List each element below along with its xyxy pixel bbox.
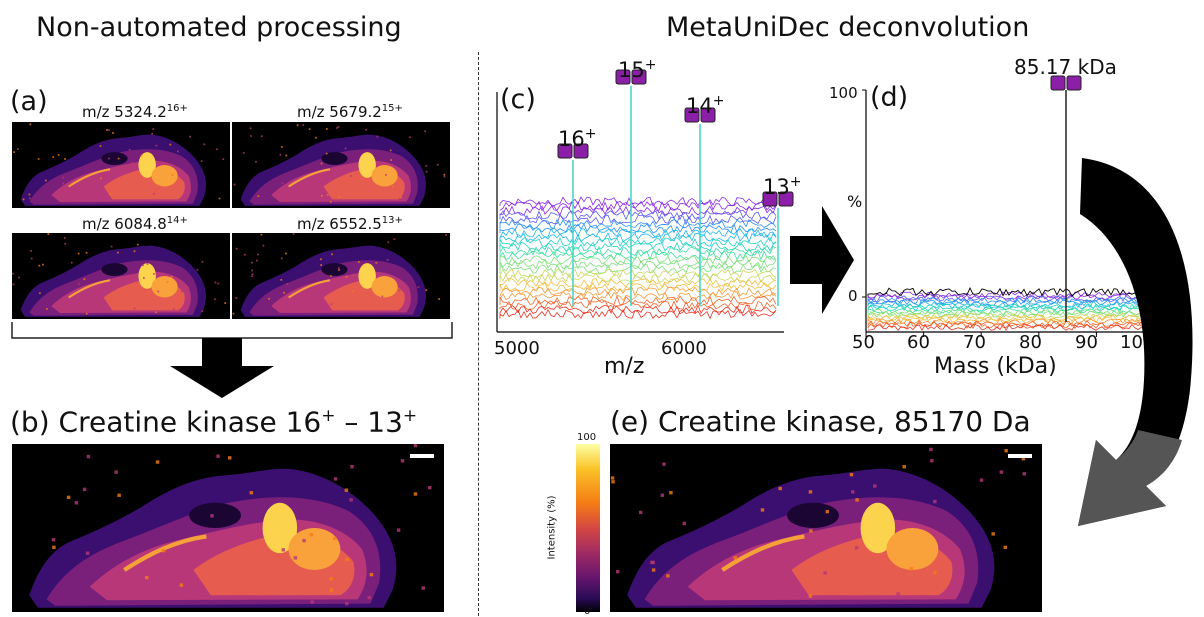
ytick-0: 0 [848, 287, 858, 305]
panel-b-label: (b) Creatine kinase 16+ – 13+ [10, 405, 418, 439]
spectrum-chart [496, 69, 794, 333]
xtick-80: 80 [1019, 332, 1042, 353]
mass-axis-label: Mass (kDa) [934, 354, 1057, 379]
tissue-map-graphic [232, 233, 447, 317]
charge-label-15: 15+ [618, 57, 657, 82]
down-arrow [170, 338, 274, 398]
panel-a-image-3 [12, 233, 230, 319]
panel-a-image-3-label: m/z 6084.814+ [82, 215, 188, 233]
ytick-100: 100 [829, 84, 858, 102]
panel-a-image-1 [12, 122, 230, 208]
right-heading: MetaUniDec deconvolution [666, 12, 1030, 43]
panel-a-image-4-label: m/z 6552.513+ [297, 215, 403, 233]
xtick-90: 90 [1075, 332, 1098, 353]
panel-d-label: (d) [870, 82, 909, 113]
tick-6000: 6000 [661, 338, 707, 359]
xtick-50: 50 [852, 332, 875, 353]
mz-axis-label: m/z [604, 354, 645, 379]
left-heading: Non-automated processing [36, 12, 402, 43]
tissue-map-graphic [12, 233, 227, 317]
panel-a-image-1-label: m/z 5324.216+ [82, 103, 188, 121]
colorbar-max: 100 [577, 432, 597, 443]
tissue-map-graphic [29, 444, 432, 608]
colorbar-title: Intensity (%) [546, 495, 558, 560]
charge-label-13: 13+ [763, 174, 802, 199]
y-axis-percent: % [847, 192, 863, 211]
panel-e-label: (e) Creatine kinase, 85170 Da [610, 405, 1031, 438]
intensity-colorbar [576, 444, 600, 612]
scale-bar [410, 454, 434, 458]
tissue-map-graphic [610, 447, 1027, 608]
panel-a-image-4 [232, 233, 450, 319]
panel-e-image [610, 444, 1042, 612]
charge-label-16: 16+ [558, 126, 597, 151]
tick-5000: 5000 [494, 338, 540, 359]
charge-label-14: 14+ [686, 93, 725, 118]
scale-bar [1008, 454, 1032, 458]
panel-a-label: (a) [10, 86, 48, 117]
xtick-60: 60 [907, 332, 930, 353]
right-arrow [790, 206, 854, 314]
deconvolved-chart [862, 75, 1155, 337]
tissue-map-graphic [13, 123, 225, 206]
colorbar-min: 0 [584, 606, 591, 617]
vertical-divider [478, 52, 479, 616]
panel-a-image-2-label: m/z 5679.215+ [297, 103, 403, 121]
panel-c-label: (c) [500, 84, 536, 115]
xtick-70: 70 [963, 332, 986, 353]
tissue-map-graphic [233, 124, 446, 206]
curved-arrow [1078, 158, 1193, 526]
panel-a-image-2 [232, 122, 450, 208]
panel-b-image [12, 444, 444, 612]
peak-mass-label: 85.17 kDa [1014, 55, 1117, 79]
